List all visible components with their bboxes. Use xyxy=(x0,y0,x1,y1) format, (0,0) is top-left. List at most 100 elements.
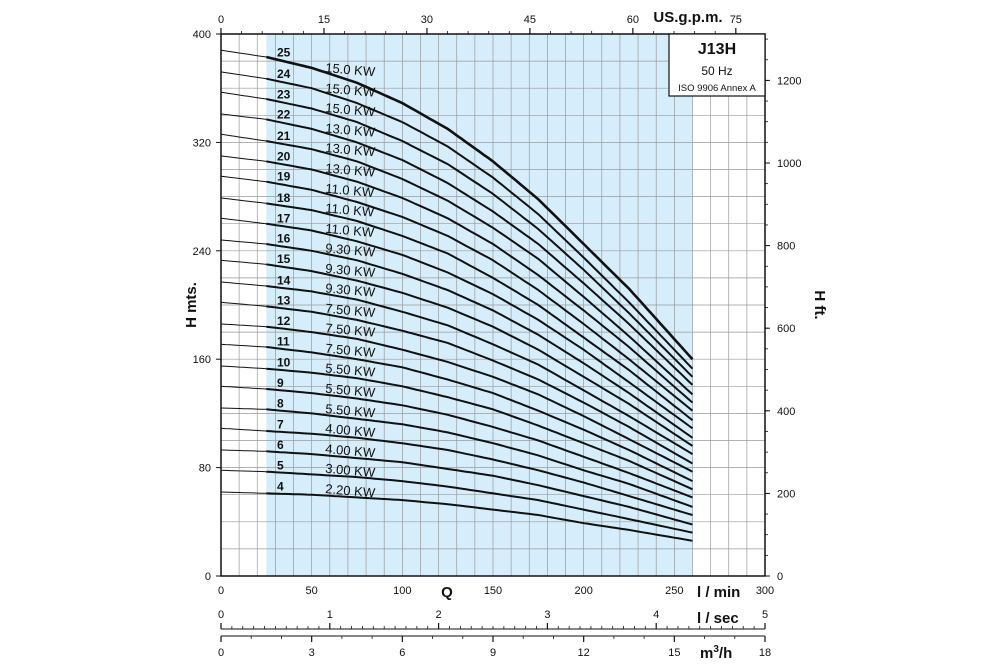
y-tick-label: 400 xyxy=(193,29,211,41)
curve-extension-8 xyxy=(220,407,267,410)
curve-extension-12 xyxy=(220,323,267,328)
power-label-25: 15.0 KW xyxy=(325,60,377,79)
x-tick-label-lmin: 150 xyxy=(484,585,502,597)
y-tick-label: 80 xyxy=(199,463,211,475)
model-info-box xyxy=(668,33,766,97)
x-tick-label-lsec: 4 xyxy=(653,609,659,621)
curve-stage-18 xyxy=(266,202,694,421)
curve-stage-8 xyxy=(266,408,693,508)
curve-stage-25 xyxy=(265,55,694,361)
x-tick-label-m3h: 6 xyxy=(399,647,405,659)
curve-stage-4 xyxy=(266,492,693,542)
stage-label-11: 11 xyxy=(277,334,290,348)
stage-label-7: 7 xyxy=(277,418,284,432)
curve-stage-16 xyxy=(266,243,694,439)
curve-extension-23 xyxy=(220,91,267,100)
x-tick-label-lsec: 3 xyxy=(544,609,550,621)
power-label-6: 4.00 KW xyxy=(325,441,377,460)
x-unit-lsec: l / sec xyxy=(697,610,739,627)
curve-stage-21 xyxy=(266,140,694,396)
x-unit-m3h: m3/h xyxy=(700,644,732,662)
stage-label-6: 6 xyxy=(277,438,284,452)
power-label-5: 3.00 KW xyxy=(325,461,377,480)
x-tick-label-m3h: 3 xyxy=(309,647,315,659)
stage-label-8: 8 xyxy=(277,396,284,410)
x-tick-label-lmin: 250 xyxy=(665,585,683,597)
stage-label-13: 13 xyxy=(277,294,291,308)
y2-tick-label: 800 xyxy=(777,241,795,253)
curve-extension-15 xyxy=(220,259,267,265)
curve-stage-13 xyxy=(266,305,693,465)
model-frequency: 50 Hz xyxy=(701,64,732,78)
power-label-9: 5.50 KW xyxy=(325,381,377,400)
curve-extension-4 xyxy=(220,491,267,494)
model-standard: ISO 9906 Annex A xyxy=(678,83,756,94)
curve-stage-10 xyxy=(266,367,693,491)
curve-extension-7 xyxy=(220,427,267,432)
curve-stage-9 xyxy=(266,388,693,499)
power-label-15: 9.30 KW xyxy=(325,261,377,280)
y2-tick-label: 200 xyxy=(777,488,795,500)
curve-extension-22 xyxy=(220,113,267,120)
curve-stage-7 xyxy=(266,430,693,516)
x-tick-label-m3h: 0 xyxy=(218,647,224,659)
curve-extension-6 xyxy=(220,449,267,452)
x-tick-label-gpm: 60 xyxy=(627,14,639,26)
power-label-7: 4.00 KW xyxy=(325,421,377,440)
y2-tick-label: 0 xyxy=(777,571,783,583)
curve-extension-13 xyxy=(220,301,267,307)
stage-label-22: 22 xyxy=(277,108,291,122)
power-label-10: 5.50 KW xyxy=(325,360,377,379)
power-label-23: 15.0 KW xyxy=(325,100,377,119)
x-tick-label-gpm: 0 xyxy=(218,14,224,26)
curve-extension-25 xyxy=(220,49,267,58)
power-label-20: 13.0 KW xyxy=(325,160,377,179)
x-tick-label-lmin: 0 xyxy=(218,585,224,597)
x-axis-title: Q xyxy=(441,584,453,601)
curve-extension-5 xyxy=(220,469,267,473)
stage-label-12: 12 xyxy=(277,314,291,328)
x-tick-label-gpm: 45 xyxy=(524,14,536,26)
curve-stage-15 xyxy=(266,263,694,447)
stage-label-18: 18 xyxy=(277,191,291,205)
x-tick-label-lsec: 1 xyxy=(327,609,333,621)
curve-stage-11 xyxy=(266,346,693,483)
x-tick-label-m3h: 15 xyxy=(668,647,680,659)
x-tick-label-m3h: 18 xyxy=(759,647,771,659)
power-label-8: 5.50 KW xyxy=(325,401,377,420)
y-axis-title: H mts. xyxy=(183,282,200,328)
y-tick-label: 320 xyxy=(193,137,211,149)
y2-tick-label: 600 xyxy=(777,323,795,335)
curve-stage-23 xyxy=(266,98,694,378)
y2-tick-label: 1200 xyxy=(777,75,801,87)
curve-extension-24 xyxy=(220,71,267,80)
x-tick-label-lsec: 2 xyxy=(436,609,442,621)
curve-extension-11 xyxy=(220,343,267,348)
x-tick-label-m3h: 12 xyxy=(578,647,590,659)
stage-label-16: 16 xyxy=(277,232,291,246)
x-unit-gpm: US.g.p.m. xyxy=(653,9,722,26)
curve-stage-14 xyxy=(266,285,694,455)
stage-label-4: 4 xyxy=(277,480,284,494)
x-tick-label-lmin: 200 xyxy=(574,585,592,597)
stage-label-5: 5 xyxy=(277,458,284,472)
power-label-13: 7.50 KW xyxy=(325,301,377,320)
curve-stage-24 xyxy=(266,77,694,370)
power-label-21: 13.0 KW xyxy=(325,140,377,159)
x-tick-label-gpm: 75 xyxy=(730,14,742,26)
x-tick-label-m3h: 9 xyxy=(490,647,496,659)
stage-label-23: 23 xyxy=(277,87,291,101)
x-tick-label-lmin: 50 xyxy=(306,585,318,597)
curve-stage-19 xyxy=(266,180,694,412)
stage-label-17: 17 xyxy=(277,211,291,225)
curve-stage-20 xyxy=(266,160,694,404)
stage-label-9: 9 xyxy=(277,376,284,390)
curve-extension-16 xyxy=(220,239,267,245)
power-label-17: 11.0 KW xyxy=(325,221,376,240)
y-tick-label: 240 xyxy=(193,246,211,258)
x-tick-label-gpm: 15 xyxy=(318,14,330,26)
stage-label-24: 24 xyxy=(277,67,291,81)
x-unit-lmin: l / min xyxy=(697,584,740,601)
